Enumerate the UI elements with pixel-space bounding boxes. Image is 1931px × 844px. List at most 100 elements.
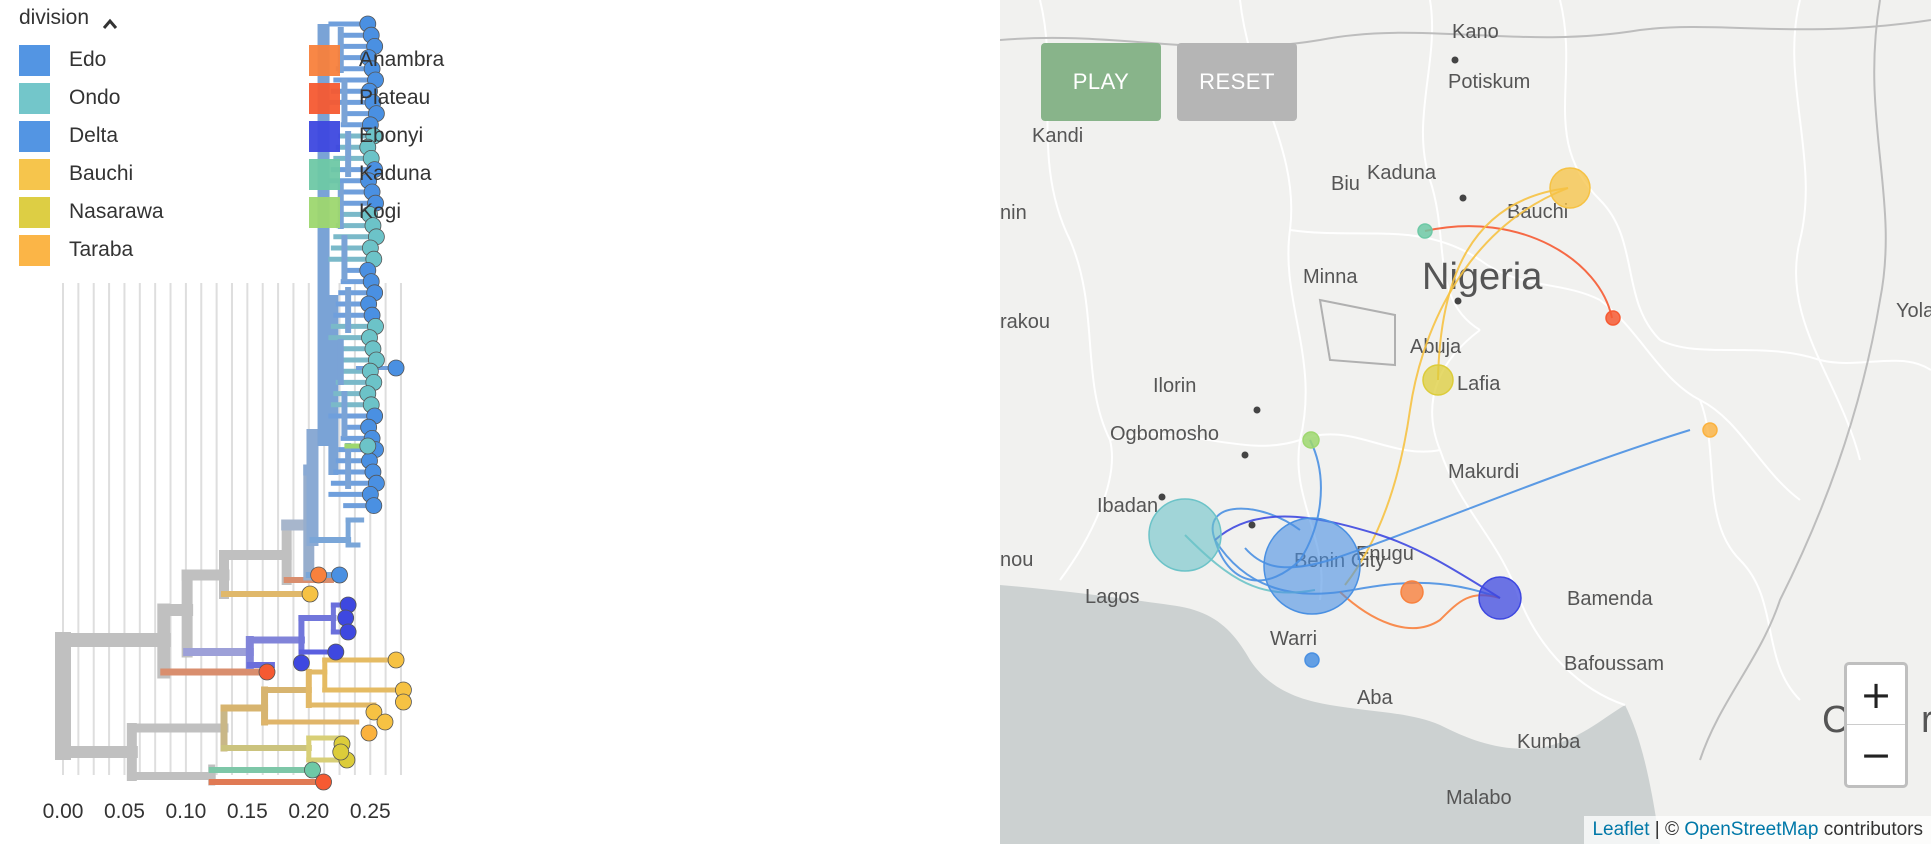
transmission-arcs — [1184, 187, 1691, 629]
legend-item-taraba[interactable]: Taraba — [19, 234, 133, 266]
place-label: Biu — [1331, 173, 1360, 195]
tree-tip — [360, 724, 378, 742]
attribution-tail: contributors — [1818, 819, 1923, 840]
place-label: nou — [1000, 549, 1033, 571]
legend-item-anambra[interactable]: Anambra — [309, 44, 444, 76]
place-label: Ogbomosho — [1110, 423, 1219, 445]
reset-button[interactable]: RESET — [1177, 43, 1297, 121]
place-label: Kano — [1452, 21, 1499, 43]
transmission-arc — [1339, 591, 1501, 629]
transmission-map[interactable]: Kano Potiskum Kandi Kaduna Biu nin Bauchi Minna… — [1000, 0, 1931, 844]
tree-tip — [301, 585, 319, 603]
transmission-arc — [1211, 439, 1322, 582]
legend-swatch — [19, 234, 50, 266]
legend-item-ondo[interactable]: Ondo — [19, 82, 120, 114]
legend-item-plateau[interactable]: Plateau — [309, 82, 430, 114]
legend-label: Plateau — [359, 86, 431, 109]
legend-swatch — [19, 44, 50, 76]
legend-item-kogi[interactable]: Kogi — [309, 196, 401, 228]
legend-label: Taraba — [69, 238, 134, 261]
transmission-arc — [1344, 187, 1569, 586]
place-label: Yola — [1896, 300, 1931, 322]
place-label: Nigeria — [1422, 256, 1543, 298]
leaflet-link[interactable]: Leaflet — [1592, 819, 1650, 840]
tree-tip — [359, 437, 377, 455]
legend-swatch — [309, 158, 340, 190]
legend-item-bauchi[interactable]: Bauchi — [19, 158, 133, 190]
legend-swatch — [19, 82, 50, 114]
place-label: Abuja — [1410, 336, 1462, 358]
location-bubble — [1302, 431, 1320, 449]
tree-tip — [365, 703, 383, 721]
legend-swatch — [19, 196, 50, 228]
region-border — [1793, 0, 1861, 461]
tree-tip — [258, 663, 276, 681]
tree-tip — [293, 654, 310, 672]
legend-item-edo[interactable]: Edo — [19, 44, 106, 76]
legend-label: Anambra — [359, 48, 445, 71]
place-label: ro — [1921, 699, 1931, 741]
transmission-arc — [1424, 225, 1613, 319]
place-label: nin — [1000, 202, 1027, 224]
phylogeny-panel: 0.00 0.05 0.10 0.15 0.20 0.25 division Edo On… — [19, 4, 445, 823]
legend-swatch — [309, 120, 340, 152]
openstreetmap-link[interactable]: OpenStreetMap — [1684, 819, 1819, 840]
zoom-out-button[interactable]: − — [1860, 733, 1892, 777]
axis-tick-label: 0.05 — [104, 800, 145, 823]
map-canvas[interactable]: Kano Potiskum Kandi Kaduna Biu nin Bauchi Minna… — [1000, 0, 1931, 844]
place-label: Malabo — [1446, 787, 1512, 809]
tree-tip — [331, 566, 348, 584]
zoom-control: + − — [1844, 662, 1908, 788]
legend-swatch — [19, 158, 50, 190]
chevron-up-icon[interactable] — [102, 13, 118, 29]
location-bubble — [1702, 422, 1718, 438]
place-label: Enugu — [1356, 543, 1414, 565]
legend-item-delta[interactable]: Delta — [19, 120, 118, 152]
legend-title: division — [19, 6, 90, 29]
place-label: Warri — [1270, 628, 1317, 650]
legend-item-nasarawa[interactable]: Nasarawa — [19, 196, 164, 228]
location-bubble — [1422, 364, 1454, 396]
zoom-in-button[interactable]: + — [1847, 665, 1905, 725]
place-label: Bauchi — [1507, 201, 1568, 223]
place-label: Ibadan — [1097, 495, 1158, 517]
region-border — [1659, 339, 1931, 371]
region-border — [1559, 0, 1661, 341]
tree-tip — [332, 743, 350, 761]
location-bubbles — [1148, 167, 1718, 668]
tree-tip — [337, 609, 355, 627]
transmission-arc — [1437, 187, 1569, 381]
place-label: Minna — [1303, 266, 1358, 288]
legend-item-ebonyi[interactable]: Ebonyi — [309, 120, 423, 152]
axis-tick-label: 0.15 — [227, 800, 268, 823]
place-label: Lafia — [1457, 373, 1501, 395]
legend-header[interactable]: division — [19, 4, 118, 32]
city-dot — [1459, 194, 1467, 202]
place-label: Kandi — [1032, 125, 1083, 147]
location-bubble — [1478, 576, 1522, 620]
attribution-separator: | © — [1649, 819, 1685, 840]
place-label: Lagos — [1085, 586, 1140, 608]
city-dot — [1451, 56, 1459, 64]
axis-tick-label: 0.25 — [350, 800, 391, 823]
place-label: Bafoussam — [1564, 653, 1664, 675]
place-label: Makurdi — [1448, 461, 1519, 483]
legend-label: Bauchi — [69, 162, 134, 185]
tree-tip — [315, 773, 332, 791]
city-dot — [1241, 451, 1249, 459]
legend-item-kaduna[interactable]: Kaduna — [309, 158, 431, 190]
play-button[interactable]: PLAY — [1041, 43, 1161, 121]
city-dot — [1158, 493, 1166, 501]
location-bubble — [1417, 223, 1433, 239]
tree-tips — [258, 15, 412, 791]
legend-swatch — [309, 196, 340, 228]
city-dot — [1248, 521, 1256, 529]
legend-label: Kaduna — [359, 162, 432, 185]
region-border — [1699, 399, 1801, 701]
map-attribution: Leaflet | © OpenStreetMap contributors — [1584, 816, 1931, 844]
place-label: rakou — [1000, 311, 1050, 333]
legend-label: Ondo — [69, 86, 121, 109]
tree-tip — [339, 623, 357, 641]
tree-tip — [387, 651, 405, 669]
location-bubble — [1400, 580, 1424, 604]
